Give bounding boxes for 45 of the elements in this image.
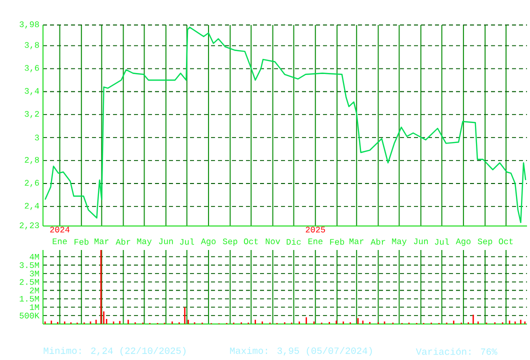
- y-tick-label: 2,4: [24, 202, 40, 210]
- y-tick-label: 2M: [30, 288, 39, 294]
- x-tick-label: Oct: [498, 238, 513, 244]
- y-tick-label: 2.5M: [20, 279, 39, 285]
- x-tick-label: Abr: [116, 238, 130, 245]
- text: Variación: 76%: [416, 348, 498, 355]
- x-tick-label: Mar: [94, 238, 109, 244]
- x-tick-label: Dic: [286, 238, 301, 245]
- x-tick-label: Oct: [244, 238, 258, 244]
- x-tick-label: Sep: [478, 238, 492, 246]
- y-tick-label: 3,98: [20, 21, 39, 29]
- x-tick-label: Mar: [350, 238, 364, 244]
- x-tick-label: Nov: [266, 238, 280, 244]
- x-tick-label: Ago: [456, 238, 471, 246]
- x-tick-label: Sep: [222, 238, 238, 246]
- x-tick-label: Ene: [308, 238, 322, 244]
- y-tick-label: 3,6: [24, 65, 39, 72]
- x-tick-label: Ago: [200, 238, 216, 246]
- text: 2025: [306, 226, 326, 232]
- y-tick-label: 4M: [30, 254, 39, 260]
- x-tick-label: Ene: [52, 238, 67, 244]
- x-tick-label: May: [392, 238, 407, 246]
- x-tick-label: Feb: [74, 238, 88, 245]
- text: Minimo: 2,24 (22/10/2025): [44, 346, 186, 356]
- text: 2024: [50, 226, 70, 232]
- y-tick-label: 3,2: [24, 111, 39, 118]
- x-tick-label: Jul: [180, 238, 194, 245]
- x-tick-label: Jun: [414, 238, 428, 244]
- y-tick-label: 3,4: [24, 88, 40, 96]
- y-tick-label: 2,8: [24, 156, 39, 164]
- x-tick-label: Abr: [370, 238, 386, 245]
- x-tick-label: Feb: [330, 238, 344, 245]
- text: Maximo: 3,95 (05/07/2024): [230, 346, 372, 356]
- y-tick-label: 2,6: [24, 180, 39, 188]
- y-tick-label: 1.5M: [20, 296, 39, 302]
- y-tick-label: 2,23: [20, 222, 39, 230]
- x-tick-label: Jul: [434, 238, 449, 245]
- x-tick-label: May: [137, 238, 152, 246]
- y-tick-label: 1M: [30, 304, 39, 310]
- y-tick-label: 3M: [30, 270, 39, 276]
- y-tick-label: 3,8: [24, 42, 39, 50]
- y-tick-label: 3: [34, 134, 39, 140]
- y-tick-label: 500K: [20, 312, 40, 318]
- x-tick-label: Jun: [159, 238, 173, 244]
- y-tick-label: 3.5M: [20, 262, 39, 268]
